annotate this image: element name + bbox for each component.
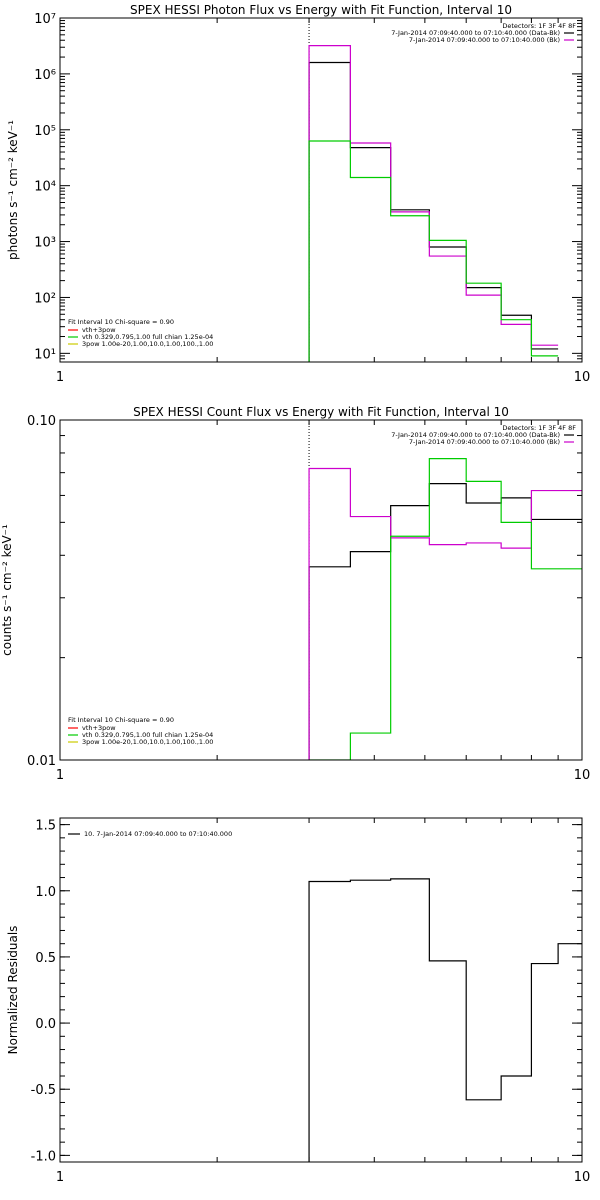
- chart-panel-3: Normalized Residuals -1.0 -0.5 0.0 0.5 1.0 1.5…: [6, 817, 591, 1185]
- series-line-1: [308, 483, 582, 760]
- y-axis-label: photons s⁻¹ cm⁻² keV⁻¹: [6, 120, 20, 260]
- fit-legend-entry: vth+3pow: [82, 326, 116, 334]
- y-tick-label: 10³: [34, 236, 56, 251]
- x-tick-label: 10: [574, 1170, 591, 1185]
- legend-entry: 7-Jan-2014 07:09:40.000 to 07:10:40.000 …: [409, 36, 560, 44]
- y-tick-label: 10⁷: [34, 12, 56, 27]
- legend-entry: 7-Jan-2014 07:09:40.000 to 07:10:40.000 …: [409, 438, 560, 446]
- x-tick-label: 1: [56, 370, 64, 385]
- y-tick-label: 10⁴: [34, 180, 56, 195]
- y-tick-label: -0.5: [31, 1083, 56, 1098]
- residual-legend-entry: 10. 7-Jan-2014 07:09:40.000 to 07:10:40.…: [84, 830, 232, 838]
- minor-ticks: [60, 420, 582, 760]
- legend-entry: 7-Jan-2014 07:09:40.000 to 07:10:40.000 …: [391, 431, 560, 439]
- y-tick-label: 10⁵: [34, 124, 56, 139]
- y-tick-label: 10¹: [34, 347, 56, 362]
- y-axis-label: Normalized Residuals: [6, 926, 20, 1055]
- y-axis-label: counts s⁻¹ cm⁻² keV⁻¹: [0, 524, 14, 656]
- y-tick-label: 10²: [34, 291, 56, 306]
- fit-legend-header: Fit Interval 10 Chi-square = 0.90: [68, 318, 174, 326]
- series-line-2: [308, 467, 582, 760]
- y-tick-label: 0.10: [27, 414, 56, 429]
- x-tick-label: 10: [574, 768, 591, 783]
- fit-legend-entry: vth 0.329,0.795,1.00 full chian 1.25e-04: [82, 333, 213, 341]
- plot-frame: [59, 817, 583, 1163]
- series-line-3: [309, 457, 582, 760]
- series-group: [308, 457, 582, 760]
- fit-legend-header: Fit Interval 10 Chi-square = 0.90: [68, 716, 174, 724]
- x-tick-label: 10: [574, 370, 591, 385]
- y-tick-label: 0.0: [35, 1017, 56, 1032]
- plot-frame: [59, 17, 583, 363]
- y-tick-label: -1.0: [31, 1149, 56, 1164]
- series-line-3: [308, 140, 559, 362]
- chart-title: SPEX HESSI Photon Flux vs Energy with Fi…: [130, 3, 512, 17]
- series-group: [308, 45, 559, 362]
- series-group: [308, 878, 582, 1162]
- legend-entry: 7-Jan-2014 07:09:40.000 to 07:10:40.000 …: [391, 29, 560, 37]
- fit-legend-entry: 3pow 1.00e-20,1.00,10.0,1.00,100.,1.00: [82, 340, 213, 348]
- minor-ticks: [60, 818, 582, 1162]
- chart-panel-1: SPEX HESSI Photon Flux vs Energy with Fi…: [6, 3, 590, 385]
- y-tick-label: 1.5: [35, 819, 56, 834]
- fit-legend-entry: vth 0.329,0.795,1.00 full chian 1.25e-04: [82, 731, 213, 739]
- fit-legend-entry: 3pow 1.00e-20,1.00,10.0,1.00,100.,1.00: [82, 738, 213, 746]
- plot-frame: [59, 419, 583, 761]
- chart-panel-2: SPEX HESSI Count Flux vs Energy with Fit…: [0, 405, 590, 783]
- x-tick-label: 1: [56, 1170, 64, 1185]
- y-tick-label: 10⁶: [34, 68, 56, 83]
- minor-ticks: [60, 18, 582, 362]
- series-line-2: [308, 45, 559, 362]
- x-tick-label: 1: [56, 768, 64, 783]
- y-tick-label: 0.5: [35, 951, 56, 966]
- legend-header: Detectors: 1F 3F 4F 8F: [502, 22, 576, 30]
- legend-header: Detectors: 1F 3F 4F 8F: [502, 424, 576, 432]
- fit-legend-entry: vth+3pow: [82, 724, 116, 732]
- series-line-1: [308, 878, 582, 1162]
- chart-title: SPEX HESSI Count Flux vs Energy with Fit…: [133, 405, 509, 419]
- y-tick-label: 1.0: [35, 885, 56, 900]
- series-line-1: [308, 61, 559, 362]
- y-tick-label: 0.01: [27, 754, 56, 769]
